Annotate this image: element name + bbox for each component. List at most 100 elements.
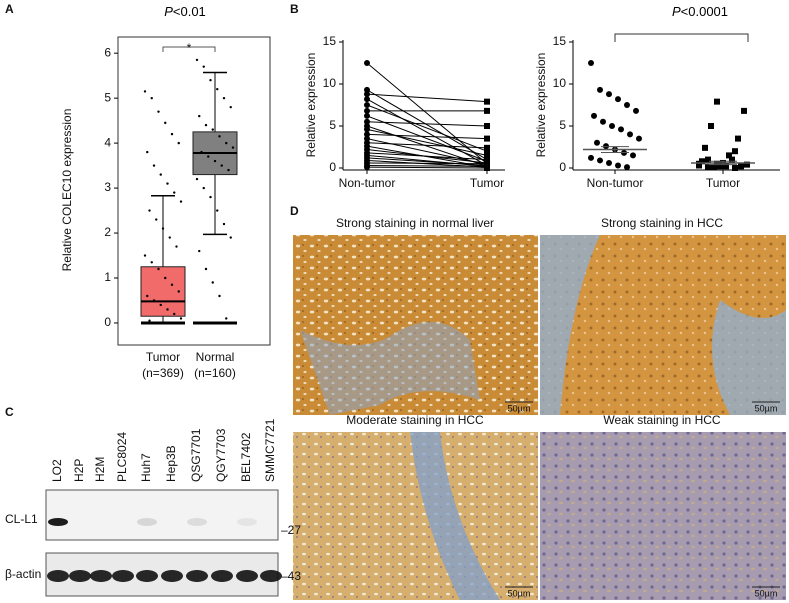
data-point	[741, 107, 747, 114]
x-tick-label: Non-tumor	[339, 176, 396, 190]
data-point	[364, 131, 370, 138]
data-point	[177, 141, 180, 145]
stroma	[410, 432, 500, 600]
blot-band	[112, 570, 134, 582]
x-tick-label: Tumor	[470, 176, 504, 190]
blot-band	[48, 518, 68, 526]
row-label: CL-L1	[5, 512, 38, 526]
data-point	[484, 98, 490, 105]
significance-bracket	[162, 46, 216, 52]
image-caption: Strong staining in normal liver	[336, 216, 494, 230]
lane-label: LO2	[50, 459, 64, 482]
data-point	[143, 254, 147, 257]
data-point	[600, 118, 606, 125]
data-point	[615, 96, 621, 103]
data-point	[484, 165, 490, 171]
y-tick-label: 15	[553, 34, 567, 48]
data-point	[166, 308, 169, 311]
x-tick-label: Tumor	[706, 176, 740, 190]
blot-band	[237, 518, 257, 526]
pair-line	[366, 152, 488, 161]
data-point	[222, 96, 226, 100]
data-point	[738, 163, 744, 170]
y-tick-label: 4	[104, 135, 111, 149]
data-point	[179, 200, 183, 203]
data-point	[195, 58, 199, 62]
blot-band	[236, 570, 258, 582]
significance-label: P<0.0001	[671, 4, 729, 19]
data-point	[364, 91, 370, 98]
data-point	[606, 159, 612, 166]
data-point	[726, 152, 732, 159]
data-point	[364, 96, 370, 103]
data-point	[615, 162, 621, 169]
data-point	[148, 209, 151, 212]
scale-label: 50µm	[508, 403, 531, 413]
blot-band	[137, 518, 157, 526]
data-point	[714, 160, 720, 167]
lane-label: QGY7703	[214, 428, 228, 482]
data-point	[159, 173, 162, 176]
y-tick-label: 10	[553, 76, 567, 90]
data-point	[708, 123, 714, 129]
y-tick-label: 0	[104, 315, 111, 329]
lane-label: BEL7402	[239, 432, 253, 482]
x-tick-label: Normal	[196, 350, 235, 364]
size-marker: –43	[281, 569, 301, 583]
blot-band	[186, 570, 208, 582]
data-point	[484, 144, 490, 151]
data-point	[213, 159, 217, 163]
blot-band	[187, 518, 207, 526]
data-point	[364, 126, 370, 133]
data-point	[723, 163, 729, 170]
plot-frame	[117, 36, 271, 346]
data-point	[484, 152, 490, 159]
lane-label: Hep3B	[164, 445, 178, 482]
blot-band	[136, 570, 158, 582]
panel-label: A	[5, 2, 14, 16]
data-point	[177, 290, 180, 293]
data-point	[627, 131, 633, 138]
scale-label: 50µm	[755, 403, 778, 413]
pair-line	[366, 89, 488, 161]
data-point	[624, 164, 630, 171]
histology-images	[293, 235, 786, 600]
lane-label: H2P	[72, 459, 86, 482]
data-point	[216, 87, 219, 91]
y-tick-label: 5	[104, 90, 111, 104]
data-point	[175, 245, 178, 248]
data-point	[211, 281, 214, 284]
data-point	[211, 128, 214, 131]
pair-line	[366, 93, 488, 103]
pair-line	[366, 128, 488, 156]
y-tick-label: 5	[329, 118, 336, 132]
data-point	[204, 267, 208, 271]
data-point	[166, 182, 169, 185]
data-point	[609, 123, 615, 129]
data-point	[173, 191, 176, 194]
data-point	[624, 102, 630, 108]
pair-line	[366, 98, 488, 166]
data-point	[636, 135, 642, 142]
data-point	[218, 135, 221, 138]
data-point	[699, 158, 705, 165]
scale-label: 50µm	[755, 588, 778, 598]
data-point	[170, 283, 174, 286]
data-point	[364, 112, 370, 119]
data-point	[705, 156, 711, 163]
data-point	[204, 123, 208, 127]
y-tick-label: 10	[323, 76, 337, 90]
data-point	[364, 135, 370, 142]
y-tick-label: 6	[104, 45, 111, 59]
data-point	[159, 303, 162, 307]
panel-label: B	[290, 2, 299, 16]
pair-line	[366, 115, 488, 162]
data-point	[146, 150, 149, 154]
data-point	[202, 186, 205, 190]
y-axis-label: Relative expression	[534, 53, 548, 158]
data-point	[170, 132, 174, 136]
data-point	[227, 168, 230, 172]
data-point	[150, 261, 153, 264]
data-point	[155, 218, 158, 221]
